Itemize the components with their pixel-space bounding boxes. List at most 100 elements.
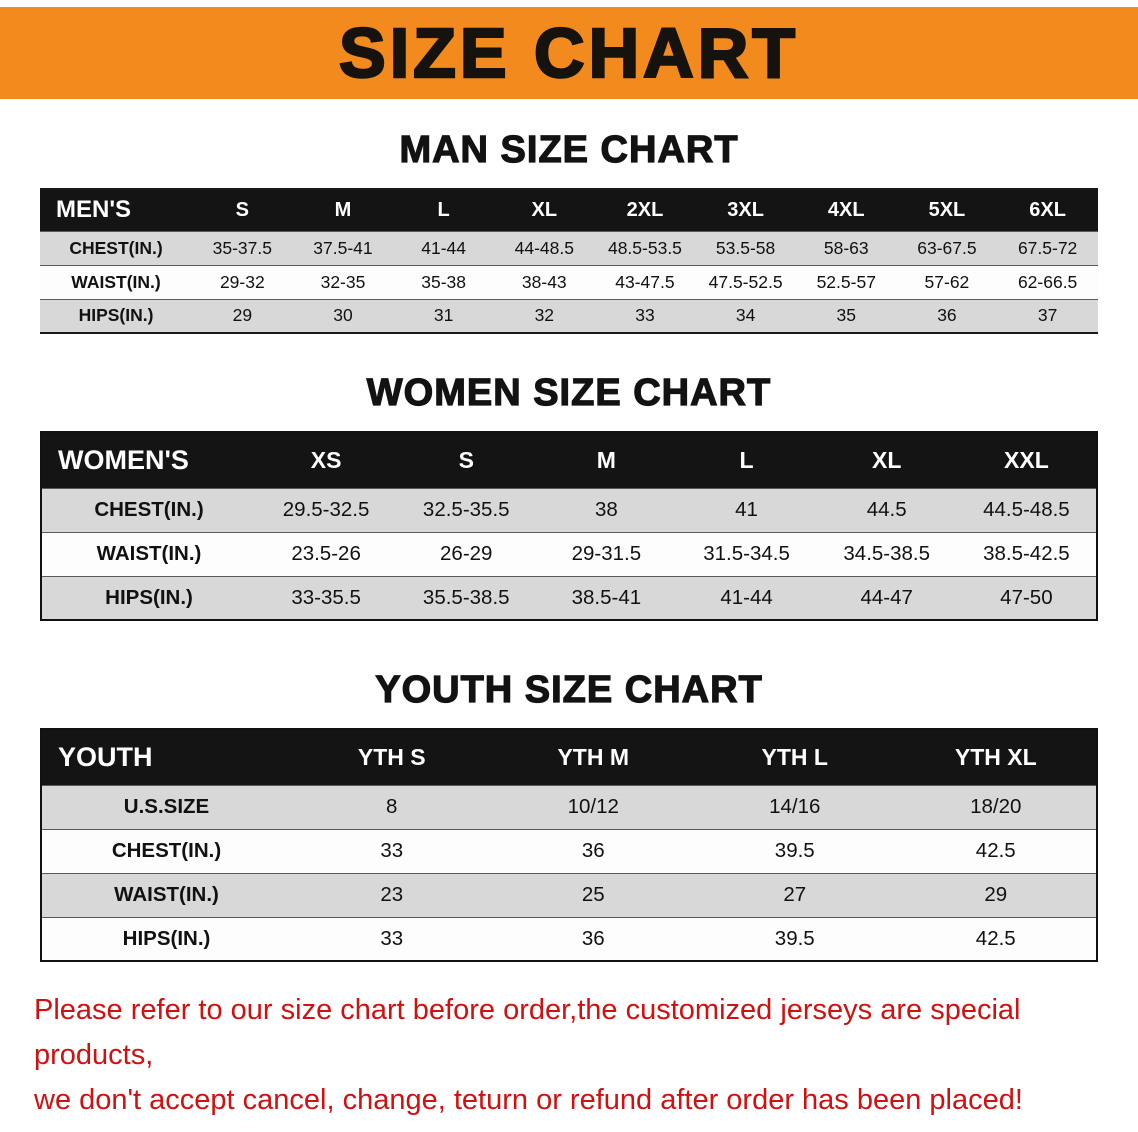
size-value-cell: 38 [536,487,677,532]
size-value-cell: 39.5 [694,828,896,873]
size-value-cell: 44.5 [816,487,957,532]
size-column-header: 4XL [795,189,897,231]
size-value-cell: 26-29 [396,531,537,576]
size-value-cell: 23.5-26 [256,531,397,576]
size-value-cell: 33 [291,828,493,873]
size-column-header: M [292,189,394,231]
table-row: WAIST(IN.) 29-32 32-35 35-38 38-43 43-47.5 47.… [40,264,1098,299]
table-row: HIPS(IN.) 29 30 31 32 33 34 35 36 37 [40,298,1098,333]
size-value-cell: 58-63 [795,230,897,265]
size-value-cell: 63-67.5 [896,230,998,265]
size-value-cell: 35 [795,298,897,333]
size-value-cell: 41-44 [676,575,817,620]
size-column-header: YTH L [694,729,896,785]
size-column-header: L [676,432,817,488]
size-column-header: YTH XL [895,729,1097,785]
size-value-cell: 27 [694,872,896,917]
size-value-cell: 10/12 [492,784,694,829]
table-row: WAIST(IN.) 23.5-26 26-29 29-31.5 31.5-34.5 34… [41,531,1097,576]
size-value-cell: 53.5-58 [695,230,796,265]
size-value-cell: 52.5-57 [795,264,897,299]
order-notice: Please refer to our size chart before or… [0,988,1138,1123]
size-value-cell: 41 [676,487,817,532]
size-value-cell: 25 [492,872,694,917]
size-value-cell: 42.5 [895,916,1097,961]
size-value-cell: 37.5-41 [292,230,394,265]
banner: SIZE CHART [0,7,1138,99]
size-value-cell: 33 [291,916,493,961]
size-value-cell: 35-38 [393,264,494,299]
size-column-header: 5XL [896,189,998,231]
size-value-cell: 18/20 [895,784,1097,829]
measurement-row-label: CHEST(IN.) [40,230,192,265]
table-title-cell: YOUTH [41,729,291,785]
measurement-row-label: HIPS(IN.) [41,575,256,620]
size-value-cell: 36 [492,916,694,961]
size-value-cell: 29 [192,298,293,333]
table-row: HIPS(IN.) 33-35.5 35.5-38.5 38.5-41 41-44 44-… [41,575,1097,620]
size-value-cell: 62-66.5 [997,264,1098,299]
size-value-cell: 29.5-32.5 [256,487,397,532]
header-row: MEN'S S M L XL 2XL 3XL 4XL 5XL 6XL [40,189,1098,231]
size-column-header: 3XL [695,189,796,231]
size-value-cell: 38-43 [493,264,595,299]
size-value-cell: 44-47 [816,575,957,620]
size-value-cell: 67.5-72 [997,230,1098,265]
size-value-cell: 35.5-38.5 [396,575,537,620]
size-value-cell: 44.5-48.5 [956,487,1097,532]
size-value-cell: 29 [895,872,1097,917]
size-value-cell: 35-37.5 [192,230,293,265]
youth-size-table: YOUTH YTH S YTH M YTH L YTH XL U.S.SIZE 8 10/12… [40,728,1098,962]
size-value-cell: 36 [492,828,694,873]
measurement-row-label: WAIST(IN.) [41,872,291,917]
mens-size-table: MEN'S S M L XL 2XL 3XL 4XL 5XL 6XL CHEST(IN.) 35-37… [40,188,1098,334]
size-value-cell: 34 [695,298,796,333]
order-notice-line-1: Please refer to our size chart before or… [34,994,1021,1071]
table-row: CHEST(IN.) 33 36 39.5 42.5 [41,828,1097,873]
size-value-cell: 39.5 [694,916,896,961]
table-row: CHEST(IN.) 35-37.5 37.5-41 41-44 44-48.5 48.5… [40,230,1098,265]
size-value-cell: 38.5-42.5 [956,531,1097,576]
size-value-cell: 37 [997,298,1098,333]
table-row: U.S.SIZE 8 10/12 14/16 18/20 [41,784,1097,829]
size-value-cell: 43-47.5 [594,264,696,299]
table-row: CHEST(IN.) 29.5-32.5 32.5-35.5 38 41 44.5 44.5… [41,487,1097,532]
measurement-row-label: WAIST(IN.) [41,531,256,576]
size-value-cell: 47.5-52.5 [695,264,796,299]
size-column-header: 2XL [594,189,696,231]
measurement-row-label: CHEST(IN.) [41,487,256,532]
table-row: WAIST(IN.) 23 25 27 29 [41,872,1097,917]
table-title-cell: MEN'S [40,189,192,231]
measurement-row-label: WAIST(IN.) [40,264,192,299]
size-value-cell: 33-35.5 [256,575,397,620]
size-column-header: YTH S [291,729,493,785]
size-column-header: 6XL [997,189,1098,231]
size-value-cell: 31.5-34.5 [676,531,817,576]
size-value-cell: 23 [291,872,493,917]
size-value-cell: 33 [594,298,696,333]
size-value-cell: 32.5-35.5 [396,487,537,532]
size-value-cell: 36 [896,298,998,333]
size-column-header: S [192,189,293,231]
womens-size-table: WOMEN'S XS S M L XL XXL CHEST(IN.) 29.5-32.5 32.5… [40,431,1098,621]
size-value-cell: 44-48.5 [493,230,595,265]
size-value-cell: 29-32 [192,264,293,299]
size-value-cell: 8 [291,784,493,829]
size-value-cell: 30 [292,298,394,333]
header-row: YOUTH YTH S YTH M YTH L YTH XL [41,729,1097,785]
size-column-header: M [536,432,677,488]
size-value-cell: 47-50 [956,575,1097,620]
size-value-cell: 32 [493,298,595,333]
size-value-cell: 38.5-41 [536,575,677,620]
order-notice-line-2: we don't accept cancel, change, teturn o… [34,1083,1023,1116]
size-column-header: XXL [956,432,1097,488]
size-value-cell: 31 [393,298,494,333]
size-value-cell: 14/16 [694,784,896,829]
measurement-row-label: HIPS(IN.) [40,298,192,333]
youth-chart-heading: YOUTH SIZE CHART [375,668,763,711]
table-title-cell: WOMEN'S [41,432,256,488]
size-value-cell: 41-44 [393,230,494,265]
size-column-header: S [396,432,537,488]
size-value-cell: 42.5 [895,828,1097,873]
measurement-row-label: CHEST(IN.) [41,828,291,873]
